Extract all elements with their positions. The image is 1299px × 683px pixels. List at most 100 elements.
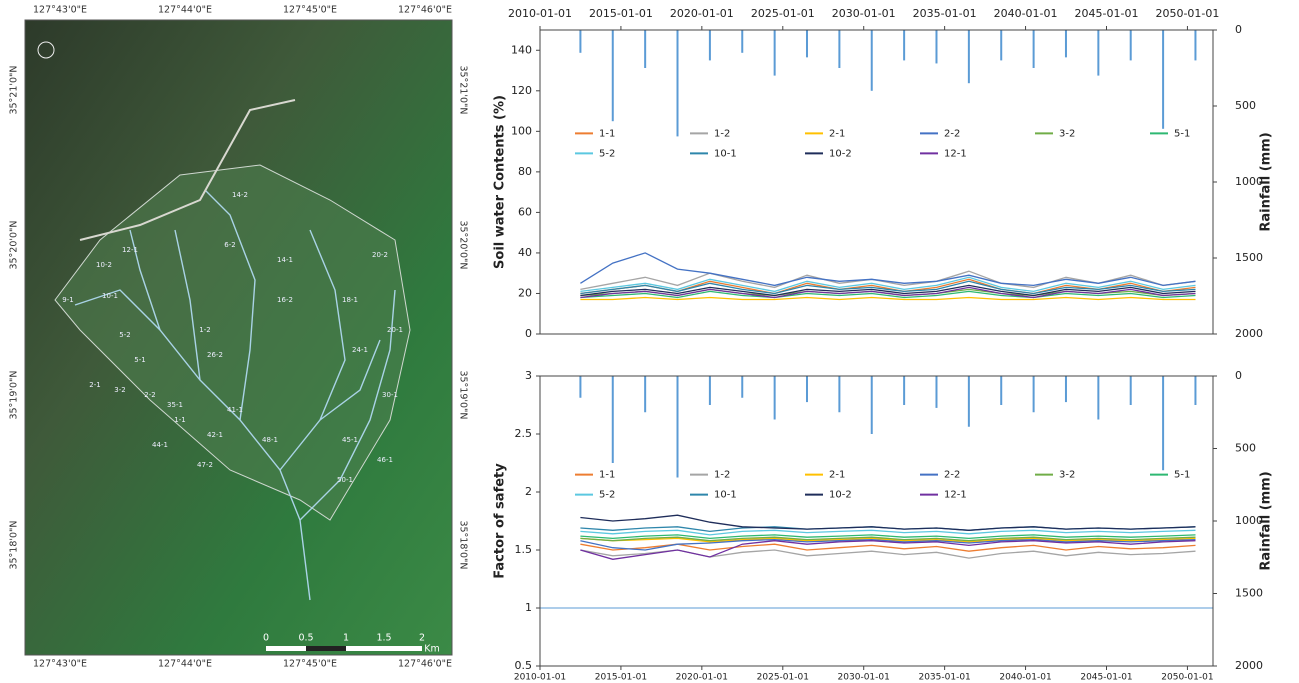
rainfall-bar bbox=[741, 30, 744, 53]
scale-label: 0.5 bbox=[298, 633, 313, 644]
legend-label: 1-2 bbox=[714, 128, 730, 139]
rainfall-bar bbox=[1129, 30, 1132, 61]
y-tick-label: 2.5 bbox=[515, 427, 533, 440]
map-lat-label: 35°18'0"N bbox=[458, 520, 469, 569]
map-lon-label: 127°44'0"E bbox=[158, 5, 212, 16]
x-tick-label: 2050-01-01 bbox=[1161, 673, 1213, 683]
rainfall-bar bbox=[1097, 376, 1100, 420]
watershed-label: 14-2 bbox=[232, 191, 248, 199]
rainfall-bar bbox=[708, 30, 711, 61]
rainfall-bar bbox=[1032, 30, 1035, 68]
rainfall-bar bbox=[1162, 30, 1165, 129]
legend-label: 3-2 bbox=[1059, 128, 1075, 139]
series-line bbox=[580, 252, 1196, 287]
rainfall-bar bbox=[805, 30, 808, 58]
series-line bbox=[580, 537, 1196, 543]
map bbox=[24, 19, 453, 656]
x-tick-label: 2010-01-01 bbox=[514, 673, 566, 683]
map-lon-label: 127°46'0"E bbox=[398, 659, 452, 670]
road bbox=[79, 99, 296, 241]
rainfall-bar bbox=[579, 376, 582, 398]
y-tick-label: 120 bbox=[511, 84, 532, 97]
watershed-label: 2-2 bbox=[144, 391, 155, 399]
y2-tick-label: 1500 bbox=[1235, 251, 1263, 264]
legend-label: 10-1 bbox=[714, 148, 737, 159]
y-tick-label: 2 bbox=[525, 485, 532, 498]
watershed-label: 6-2 bbox=[224, 241, 235, 249]
north-arrow bbox=[37, 41, 55, 59]
legend-label: 10-2 bbox=[829, 148, 852, 159]
x-tick-label: 2040-01-01 bbox=[999, 673, 1051, 683]
scale-unit: Km bbox=[424, 644, 439, 655]
watershed-label: 20-2 bbox=[372, 251, 388, 259]
series-line bbox=[580, 540, 1196, 560]
map-lat-label: 35°20'0"N bbox=[458, 220, 469, 269]
scale-label: 1.5 bbox=[376, 633, 391, 644]
map-lon-label: 127°44'0"E bbox=[158, 659, 212, 670]
rainfall-bar bbox=[1129, 376, 1132, 405]
rainfall-bar bbox=[1064, 30, 1067, 58]
rainfall-bar bbox=[611, 376, 614, 463]
y-tick-label: 0 bbox=[525, 327, 532, 340]
rainfall-bar bbox=[773, 30, 776, 76]
watershed-label: 42-1 bbox=[207, 431, 223, 439]
scale-bar bbox=[266, 646, 422, 651]
y2-tick-label: 0 bbox=[1235, 369, 1242, 382]
watershed-label: 41-1 bbox=[227, 406, 243, 414]
rainfall-bar bbox=[1194, 376, 1197, 405]
legend-label: 1-1 bbox=[599, 128, 615, 139]
x-tick-label: 2030-01-01 bbox=[838, 673, 890, 683]
rainfall-bar bbox=[1032, 376, 1035, 413]
watershed-label: 24-1 bbox=[352, 346, 368, 354]
watershed-boundary bbox=[54, 164, 411, 521]
series-line bbox=[580, 536, 1196, 542]
y2-tick-label: 2000 bbox=[1235, 659, 1263, 672]
y-tick-label: 40 bbox=[518, 246, 532, 259]
watershed-label: 44-1 bbox=[152, 441, 168, 449]
rainfall-bar bbox=[805, 376, 808, 403]
y2-tick-label: 0 bbox=[1235, 23, 1242, 36]
watershed-label: 30-1 bbox=[382, 391, 398, 399]
y2-axis-title: Rainfall (mm) bbox=[1259, 132, 1274, 231]
series-line bbox=[580, 284, 1196, 297]
legend-label: 10-2 bbox=[829, 490, 852, 501]
map-lat-label: 35°20'0"N bbox=[9, 220, 20, 269]
rainfall-bar bbox=[644, 376, 647, 413]
y2-tick-label: 1000 bbox=[1235, 514, 1263, 527]
y-tick-label: 100 bbox=[511, 124, 532, 137]
watershed-label: 45-1 bbox=[342, 436, 358, 444]
y-tick-label: 1 bbox=[525, 601, 532, 614]
rainfall-bar bbox=[967, 30, 970, 84]
rainfall-bar bbox=[741, 376, 744, 398]
series-line bbox=[580, 538, 1196, 551]
map-lat-label: 35°19'0"N bbox=[458, 370, 469, 419]
scale-label: 2 bbox=[419, 633, 425, 644]
series-line bbox=[580, 290, 1196, 299]
x-tick-label: 2050-01-01 bbox=[1155, 7, 1219, 20]
watershed-label: 10-2 bbox=[96, 261, 112, 269]
y2-tick-label: 2000 bbox=[1235, 327, 1263, 340]
legend-label: 2-1 bbox=[829, 128, 845, 139]
map-lat-label: 35°21'0"N bbox=[458, 65, 469, 114]
rainfall-bar bbox=[935, 376, 938, 408]
watershed-label: 18-1 bbox=[342, 296, 358, 304]
legend-label: 1-1 bbox=[599, 470, 615, 481]
legend-label: 2-2 bbox=[944, 470, 960, 481]
y-axis-title: Factor of safety bbox=[493, 463, 508, 579]
map-lat-label: 35°19'0"N bbox=[9, 370, 20, 419]
rainfall-bar bbox=[676, 376, 679, 478]
x-tick-label: 2045-01-01 bbox=[1080, 673, 1132, 683]
map-lon-label: 127°45'0"E bbox=[283, 659, 337, 670]
y-tick-label: 3 bbox=[525, 369, 532, 382]
watershed-label: 10-1 bbox=[102, 292, 118, 300]
watershed-label: 47-2 bbox=[197, 461, 213, 469]
series-line bbox=[580, 296, 1196, 301]
rainfall-bar bbox=[708, 376, 711, 405]
scale-label: 1 bbox=[343, 633, 349, 644]
legend-label: 12-1 bbox=[944, 490, 967, 501]
y2-tick-label: 1000 bbox=[1235, 175, 1263, 188]
watershed-label: 3-2 bbox=[114, 386, 125, 394]
y-tick-label: 140 bbox=[511, 43, 532, 56]
legend-label: 12-1 bbox=[944, 148, 967, 159]
watershed-label: 12-1 bbox=[122, 246, 138, 254]
